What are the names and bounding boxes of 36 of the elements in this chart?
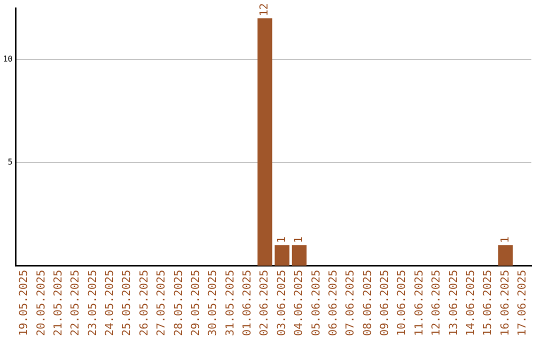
x-tick-label: 16.06.2025 — [498, 270, 512, 336]
x-tick-label: 31.05.2025 — [223, 270, 236, 336]
y-tick-label: 5 — [8, 158, 13, 167]
x-tick-label: 22.05.2025 — [68, 270, 82, 336]
x-tick-label: 28.05.2025 — [172, 270, 185, 336]
x-tick-label: 06.06.2025 — [326, 270, 340, 336]
x-tick-label: 15.06.2025 — [481, 270, 494, 336]
x-tick-label: 14.06.2025 — [464, 270, 477, 336]
y-tick-label: 10 — [2, 54, 13, 64]
x-tick-label: 30.05.2025 — [206, 270, 220, 336]
x-tick-label: 19.05.2025 — [17, 270, 30, 336]
x-tick-label: 23.05.2025 — [86, 270, 99, 336]
x-tick-label: 27.05.2025 — [154, 270, 168, 336]
x-tick-label: 12.06.2025 — [430, 270, 443, 336]
x-tick-label: 13.06.2025 — [446, 270, 460, 336]
x-tick-label: 09.06.2025 — [378, 270, 392, 336]
x-tick-label: 07.06.2025 — [344, 270, 357, 336]
x-tick-label: 11.06.2025 — [412, 270, 426, 336]
x-tick-label: 04.06.2025 — [292, 270, 306, 336]
x-tick-label: 17.06.2025 — [516, 270, 529, 336]
data-label: 1 — [498, 236, 512, 244]
x-tick-label: 29.05.2025 — [188, 270, 202, 336]
data-label: 1 — [274, 236, 288, 244]
x-tick-label: 05.06.2025 — [309, 270, 322, 336]
x-tick-label: 20.05.2025 — [34, 270, 48, 336]
x-tick-label: 02.06.2025 — [258, 270, 271, 336]
x-tick-label: 24.05.2025 — [103, 270, 116, 336]
x-tick-label: 03.06.2025 — [274, 270, 288, 336]
x-tick-label: 01.06.2025 — [240, 270, 254, 336]
x-tick-label: 21.05.2025 — [51, 270, 64, 336]
x-tick-label: 25.05.2025 — [120, 270, 134, 336]
data-label: 1 — [292, 236, 306, 244]
data-label: 12 — [258, 3, 271, 16]
x-tick-label: 26.05.2025 — [137, 270, 150, 336]
x-tick-label: 08.06.2025 — [360, 270, 374, 336]
x-tick-label: 10.06.2025 — [395, 270, 408, 336]
